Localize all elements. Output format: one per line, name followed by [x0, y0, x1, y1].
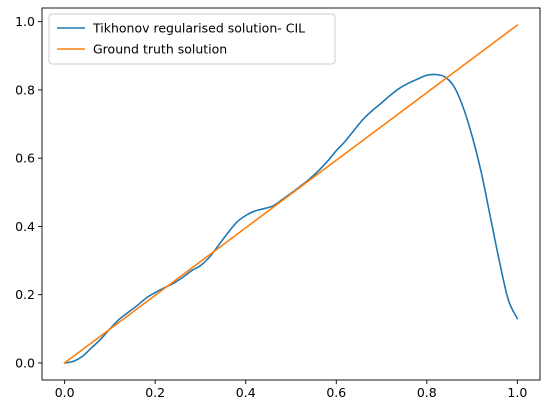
x-tick-label: 0.2 — [145, 385, 165, 400]
ground-truth-line — [63, 23, 519, 365]
y-tick-label: 0.8 — [15, 82, 35, 97]
y-tick-label: 0.2 — [15, 287, 35, 302]
x-tick-label: 0.8 — [417, 385, 437, 400]
legend: Tikhonov regularised solution- CIL Ground… — [48, 13, 336, 65]
legend-label: Tikhonov regularised solution- CIL — [92, 21, 305, 36]
x-tick-label: 0.6 — [326, 385, 346, 400]
axes-border — [41, 7, 541, 381]
x-tick-label: 0.0 — [55, 385, 75, 400]
legend-label: Ground truth solution — [93, 42, 227, 57]
x-axis: 0.0 0.2 0.4 0.6 0.8 1.0 — [55, 380, 527, 400]
axes-frame — [41, 7, 541, 381]
y-tick-label: 0.6 — [15, 151, 35, 166]
legend-box — [48, 13, 336, 65]
y-tick-label: 0.4 — [15, 219, 35, 234]
y-tick-label: 0.0 — [15, 355, 35, 370]
series-layer — [63, 23, 519, 365]
y-axis: 0.0 0.2 0.4 0.6 0.8 1.0 — [15, 14, 42, 370]
y-tick-label: 1.0 — [15, 14, 35, 29]
x-tick-label: 0.4 — [236, 385, 256, 400]
x-tick-label: 1.0 — [507, 385, 527, 400]
